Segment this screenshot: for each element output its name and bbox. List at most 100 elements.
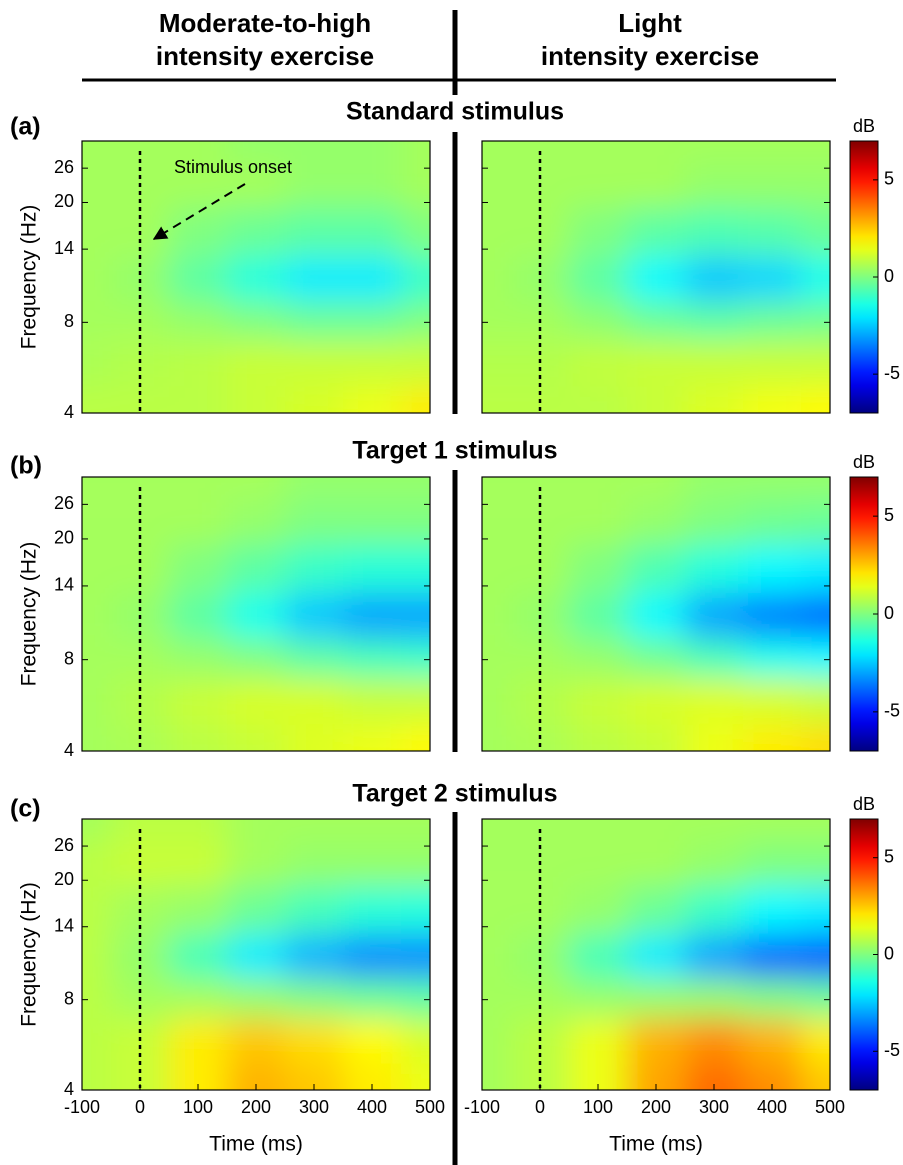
annotation-arrow [152,183,246,240]
heatmap-cell [743,141,801,163]
heatmap-cell [482,162,511,208]
heatmap-cells [482,477,830,751]
x-tick-label: 100 [183,1097,213,1117]
heatmap-cell [685,386,743,413]
heatmap-cell [743,885,801,934]
heatmap-cell [743,162,801,208]
heatmap-cell [82,207,111,257]
y-tick-label: 20 [54,869,74,889]
heatmap-cell [227,498,285,545]
y-tick-label: 20 [54,528,74,548]
colorbar-tick-label: 5 [884,846,894,866]
x-tick-label: 400 [357,1097,387,1117]
x-axis-label: Time (ms) [609,1133,703,1156]
heatmap-cell [801,386,830,413]
heatmap-cell [401,477,430,499]
heatmap-cell [401,341,430,387]
heatmap-cell [227,544,285,594]
heatmap-cell [401,498,430,545]
heatmap-cell [801,141,830,163]
colorbar [849,140,879,414]
heatmap-cell [343,341,401,387]
heatmap-cell [401,256,430,302]
heatmap-cell [343,301,401,342]
heatmap-cell [82,1063,111,1090]
heatmap-cell [801,885,830,934]
heatmap-cell [685,724,743,751]
heatmap-cell [227,678,285,725]
heatmap-cell [743,933,801,979]
heatmap-cell [801,1063,830,1090]
heatmap-cell [227,477,285,499]
heatmap-cell [743,678,801,725]
heatmap-cell [401,678,430,725]
heatmap-cell [343,477,401,499]
heatmap-cell [285,162,343,208]
heatmap-cell [227,840,285,886]
heatmap-cell [285,141,343,163]
heatmap-cell [569,256,627,302]
heatmap-cells [82,141,430,413]
heatmap-cell [685,256,743,302]
heatmap-cell [743,301,801,342]
heatmap-cell [285,840,343,886]
heatmap-cell [82,256,111,302]
heatmap-cell [801,341,830,387]
heatmap-cell [743,724,801,751]
heatmap-cell [569,162,627,208]
heatmap-cell [227,724,285,751]
heatmap-cell [285,819,343,841]
heatmap-cell [169,341,227,387]
heatmap-cell [343,498,401,545]
row-title: Standard stimulus [346,98,564,126]
heatmap-cell [685,301,743,342]
heatmap-cell [482,933,511,979]
heatmap-cell [169,819,227,841]
heatmap-cell [169,544,227,594]
plot-frame [481,140,831,414]
heatmap-cell [285,678,343,725]
heatmap-cell [285,724,343,751]
x-tick-label: 500 [815,1097,845,1117]
heatmap-cell [401,933,430,979]
heatmap-cell [227,386,285,413]
heatmap-cell [82,593,111,639]
heatmap-cell [401,819,430,841]
heatmap-cell [685,819,743,841]
heatmap-cell [511,678,569,725]
heatmap [82,141,430,413]
y-tick-label: 14 [54,575,74,595]
colorbar-tick-label: 5 [884,505,894,525]
heatmap-cell [82,341,111,387]
heatmap-cell [82,978,111,1019]
y-axis-label: Frequency (Hz) [18,882,41,1027]
colorbar-tick-label: -5 [884,701,900,721]
heatmap-cell [743,498,801,545]
x-tick-label: 300 [299,1097,329,1117]
heatmap-cell [482,593,511,639]
heatmap-cell [285,593,343,639]
heatmap-cell [627,1018,685,1064]
heatmap-cell [482,724,511,751]
heatmap-cell [401,301,430,342]
row-title: Target 2 stimulus [352,780,557,808]
colorbar-tick-label: 5 [884,169,894,189]
heatmap-cell [82,386,111,413]
heatmap-cell [569,885,627,934]
heatmap-cell [343,256,401,302]
heatmap-cell [685,638,743,679]
heatmap-cell [169,256,227,302]
heatmap-cell [569,207,627,257]
colorbar-tick-label: 0 [884,943,894,963]
heatmap-cell [343,1018,401,1064]
heatmap-cells [82,819,430,1090]
heatmap-cell [801,840,830,886]
heatmap-cell [227,301,285,342]
heatmap-cell [627,341,685,387]
column-title: Moderate-to-high [159,8,371,38]
y-tick-label: 26 [54,835,74,855]
heatmap-cell [685,1018,743,1064]
y-tick-label: 4 [64,1079,74,1099]
heatmap-cell [111,933,169,979]
heatmap-cell [401,386,430,413]
